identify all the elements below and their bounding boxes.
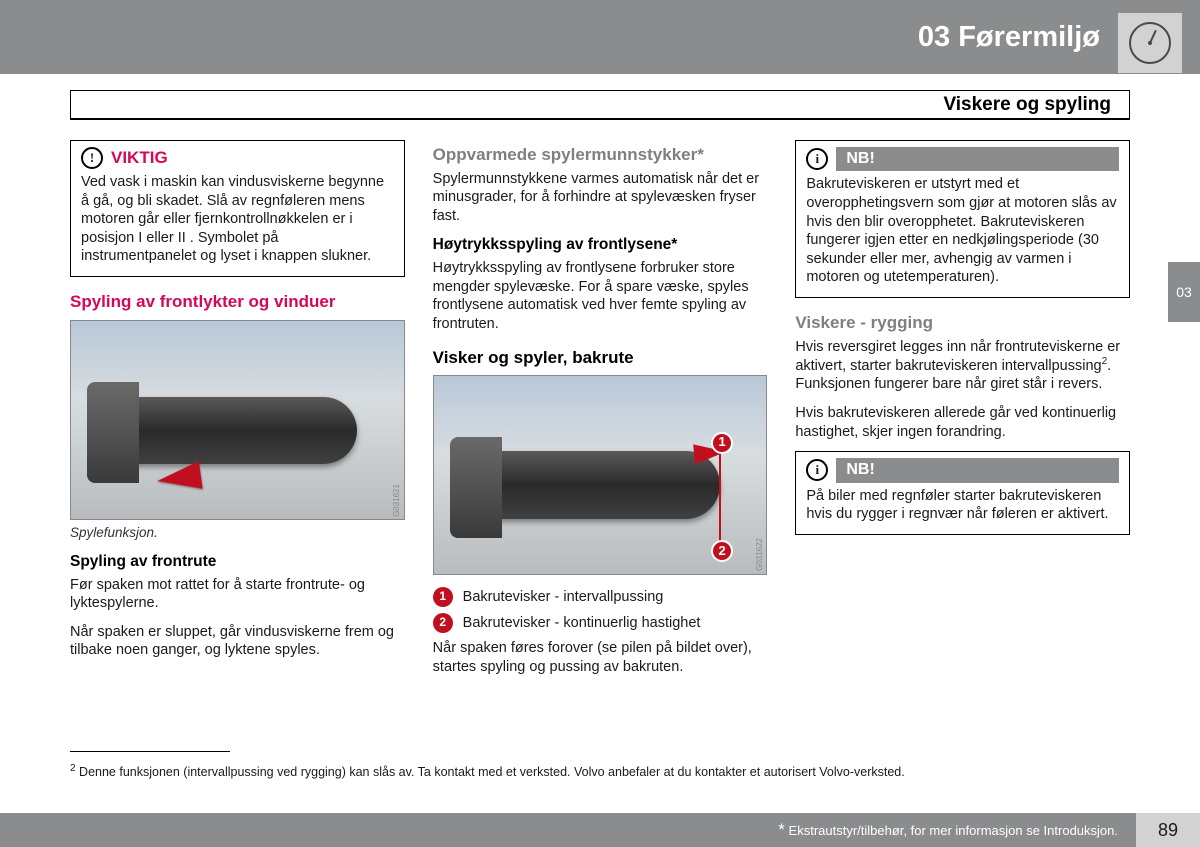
alert-icon: ! <box>81 147 103 169</box>
heading-visker-bakrute: Visker og spyler, bakrute <box>433 347 768 369</box>
nb2-title: NB! <box>836 458 1119 482</box>
nb1-title: NB! <box>836 147 1119 171</box>
info-icon-2: i <box>806 459 828 481</box>
nb1-body: Bakruteviskeren er utstyrt med et overop… <box>806 175 1119 286</box>
nb-box-2: i NB! På biler med regnføler starter bak… <box>795 451 1130 535</box>
chapter-title: 03 Førermiljø <box>918 21 1100 54</box>
heading-oppvarmede: Oppvarmede spylermunnstykker* <box>433 144 768 166</box>
viktig-box: ! VIKTIG Ved vask i maskin kan vindusvis… <box>70 140 405 277</box>
legend-row-1: 1 Bakrutevisker - intervallpussing <box>433 587 768 607</box>
marker-connector-line <box>719 451 721 554</box>
chapter-header: 03 Førermiljø <box>0 0 1200 74</box>
image-credit: G031621 <box>392 484 402 517</box>
nb2-header: i NB! <box>806 458 1119 482</box>
footer-asterisk: * <box>778 820 785 839</box>
nb1-header: i NB! <box>806 147 1119 171</box>
footnote-separator <box>70 751 230 752</box>
page-number: 89 <box>1136 813 1200 847</box>
footnote-text: Denne funksjonen (intervallpussing ved r… <box>79 765 905 779</box>
footnote: 2 Denne funksjonen (intervallpussing ved… <box>70 763 1130 779</box>
para-c2-2: Høytrykksspyling av frontlysene forbruke… <box>433 259 768 333</box>
section-header-box: Viskere og spyling <box>70 90 1130 120</box>
para-c3-2: Hvis bakruteviskeren allerede går ved ko… <box>795 404 1130 441</box>
figure-caption: Spylefunksjon. <box>70 524 405 541</box>
legend-num-2: 2 <box>433 613 453 633</box>
section-title: Viskere og spyling <box>943 94 1111 116</box>
legend-text-2: Bakrutevisker - kontinuerlig hastighet <box>463 614 701 633</box>
image-credit-2: G031622 <box>755 538 765 571</box>
heading-hoytrykk: Høytrykksspyling av frontlysene* <box>433 235 768 255</box>
wiper-stalk-graphic-2 <box>460 451 719 518</box>
para-c3-1: Hvis reversgiret legges inn når frontrut… <box>795 338 1130 394</box>
nb2-body: På biler med regnføler starter bakrutevi… <box>806 487 1119 524</box>
wiper-stalk-graphic <box>98 397 357 464</box>
column-1: ! VIKTIG Ved vask i maskin kan vindusvis… <box>70 140 405 777</box>
viktig-title: VIKTIG <box>111 147 168 169</box>
chapter-icon-box <box>1118 13 1182 73</box>
callout-marker-1: 1 <box>711 432 733 454</box>
column-3: i NB! Bakruteviskeren er utstyrt med et … <box>795 140 1130 777</box>
figure-spylefunksjon: G031621 <box>70 320 405 520</box>
footnote-num: 2 <box>70 763 76 774</box>
figure-bakrute: 1 2 G031622 <box>433 375 768 575</box>
nb-box-1: i NB! Bakruteviskeren er utstyrt med et … <box>795 140 1130 298</box>
heading-spyling-frontrute: Spyling av frontrute <box>70 552 405 572</box>
legend-num-1: 1 <box>433 587 453 607</box>
info-icon: i <box>806 148 828 170</box>
footer-note: Ekstrautstyr/tilbehør, for mer informasj… <box>785 823 1118 838</box>
red-arrow-icon <box>156 461 203 495</box>
content-columns: ! VIKTIG Ved vask i maskin kan vindusvis… <box>70 140 1130 777</box>
footer-bar: * Ekstrautstyr/tilbehør, for mer informa… <box>0 813 1200 847</box>
legend-row-2: 2 Bakrutevisker - kontinuerlig hastighet <box>433 613 768 633</box>
column-2: Oppvarmede spylermunnstykker* Spylermunn… <box>433 140 768 777</box>
heading-spyling-frontlykter: Spyling av frontlykter og vinduer <box>70 291 405 313</box>
para-c2-1: Spylermunnstykkene varmes automatisk når… <box>433 170 768 226</box>
heading-viskere-rygging: Viskere - rygging <box>795 312 1130 334</box>
para-c3-1a: Hvis reversgiret legges inn når frontrut… <box>795 339 1120 374</box>
callout-marker-2: 2 <box>711 540 733 562</box>
side-chapter-tab: 03 <box>1168 262 1200 322</box>
gauge-icon <box>1129 22 1171 64</box>
para-c1-2: Når spaken er sluppet, går vindusviskern… <box>70 623 405 660</box>
viktig-body: Ved vask i maskin kan vindusviskerne beg… <box>81 173 394 266</box>
viktig-header: ! VIKTIG <box>81 147 394 169</box>
para-c2-3: Når spaken føres forover (se pilen på bi… <box>433 639 768 676</box>
legend-text-1: Bakrutevisker - intervallpussing <box>463 588 664 607</box>
para-c1-1: Før spaken mot rattet for å starte front… <box>70 576 405 613</box>
footer-text: * Ekstrautstyr/tilbehør, for mer informa… <box>778 820 1118 840</box>
